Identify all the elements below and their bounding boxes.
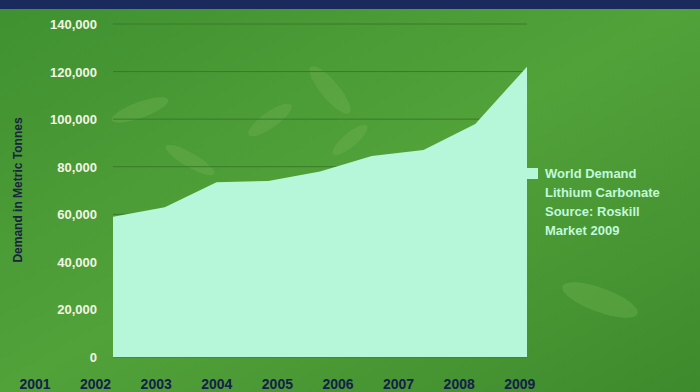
text-line: Market 2009 bbox=[545, 223, 619, 238]
x-tick-label: 2002 bbox=[80, 376, 111, 392]
grid-line bbox=[113, 71, 527, 72]
x-tick-label: 2006 bbox=[322, 376, 353, 392]
y-tick-label: 120,000 bbox=[50, 65, 97, 80]
y-tick-label: 0 bbox=[90, 350, 97, 365]
text-line: Lithium Carbonate bbox=[545, 185, 660, 200]
y-tick-label: 100,000 bbox=[50, 112, 97, 127]
x-tick-label: 2008 bbox=[444, 376, 475, 392]
decor-leaf bbox=[304, 61, 356, 119]
text-line: World Demand bbox=[545, 166, 637, 181]
decor-leaf bbox=[244, 99, 296, 142]
plot-area bbox=[113, 67, 527, 357]
x-tick-label: 2003 bbox=[141, 376, 172, 392]
decor-leaf bbox=[162, 140, 217, 180]
y-axis-label: Demand in Metric Tonnes bbox=[11, 117, 25, 262]
x-tick-label: 2007 bbox=[383, 376, 414, 392]
decor-leaf bbox=[109, 92, 171, 128]
y-tick-label: 20,000 bbox=[57, 302, 97, 317]
decor-leaf bbox=[329, 120, 372, 159]
chart: 0 20,000 40,000 60,000 80,000 100,000 120,000 1… bbox=[0, 0, 700, 392]
header-band bbox=[0, 0, 700, 9]
x-tick-label: 2001 bbox=[19, 376, 50, 392]
annotation: Source: Roskill Market 2009 bbox=[545, 204, 640, 238]
x-tick-label: 2009 bbox=[504, 376, 535, 392]
background bbox=[0, 0, 700, 392]
x-tick-label: 2004 bbox=[201, 376, 232, 392]
y-tick-label: 140,000 bbox=[50, 17, 97, 32]
y-tick-label: 60,000 bbox=[57, 207, 97, 222]
x-tick-label: 2005 bbox=[262, 376, 293, 392]
y-tick-label: 80,000 bbox=[57, 160, 97, 175]
text-line: Source: Roskill bbox=[545, 204, 640, 219]
y-tick-label: 40,000 bbox=[57, 255, 97, 270]
area bbox=[113, 67, 527, 357]
decor-leaf bbox=[558, 275, 641, 325]
legend-label: World Demand Lithium Carbonate bbox=[545, 166, 660, 200]
grid-line bbox=[113, 24, 527, 25]
grid-line bbox=[113, 119, 527, 120]
legend-swatch bbox=[527, 168, 538, 179]
